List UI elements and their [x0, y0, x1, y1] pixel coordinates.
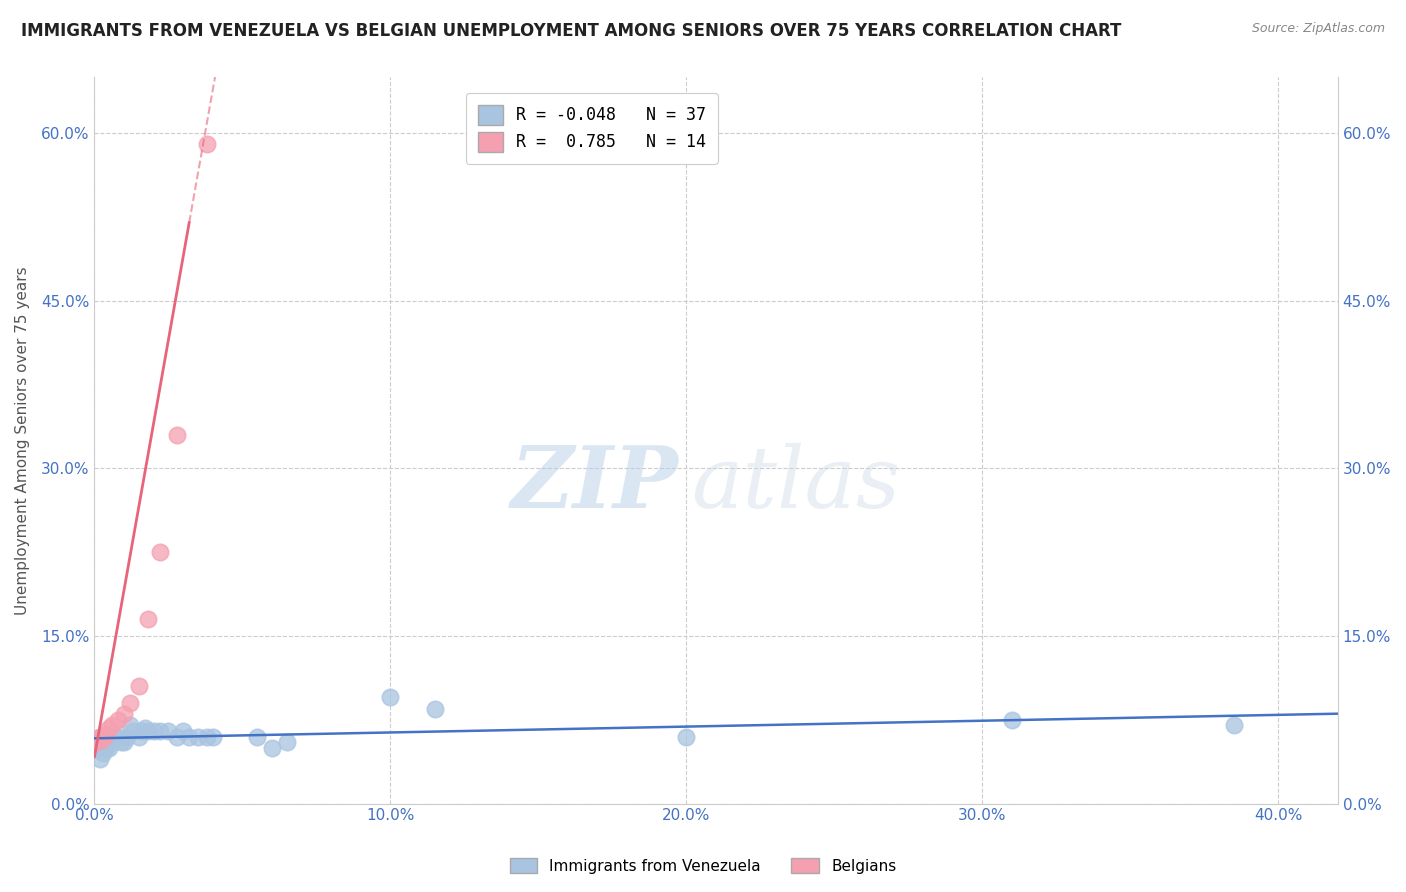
Text: ZIP: ZIP — [510, 442, 679, 526]
Point — [246, 730, 269, 744]
Point — [276, 735, 298, 749]
Point — [423, 701, 446, 715]
Point — [104, 730, 127, 744]
Point — [380, 690, 402, 705]
Point — [675, 730, 697, 744]
Point — [93, 747, 115, 761]
Point — [115, 730, 138, 744]
Point — [93, 735, 115, 749]
Point — [128, 730, 150, 744]
Point — [134, 721, 156, 735]
Point — [96, 740, 118, 755]
Point — [166, 428, 188, 442]
Text: IMMIGRANTS FROM VENEZUELA VS BELGIAN UNEMPLOYMENT AMONG SENIORS OVER 75 YEARS CO: IMMIGRANTS FROM VENEZUELA VS BELGIAN UNE… — [21, 22, 1122, 40]
Point — [195, 137, 218, 152]
Point — [128, 679, 150, 693]
Point — [118, 696, 141, 710]
Legend: Immigrants from Venezuela, Belgians: Immigrants from Venezuela, Belgians — [503, 852, 903, 880]
Point — [98, 735, 121, 749]
Point — [93, 731, 115, 746]
Point — [118, 718, 141, 732]
Point — [195, 730, 218, 744]
Point — [142, 724, 165, 739]
Point — [101, 718, 124, 732]
Y-axis label: Unemployment Among Seniors over 75 years: Unemployment Among Seniors over 75 years — [15, 266, 30, 615]
Point — [1223, 718, 1246, 732]
Text: Source: ZipAtlas.com: Source: ZipAtlas.com — [1251, 22, 1385, 36]
Point — [149, 724, 172, 739]
Point — [201, 730, 224, 744]
Point — [89, 730, 111, 744]
Point — [122, 724, 145, 739]
Point — [101, 735, 124, 749]
Point — [86, 740, 108, 755]
Point — [166, 730, 188, 744]
Text: atlas: atlas — [692, 442, 900, 525]
Point — [172, 724, 194, 739]
Point — [179, 730, 201, 744]
Point — [112, 707, 135, 722]
Point — [107, 713, 129, 727]
Point — [187, 730, 209, 744]
Point — [96, 727, 118, 741]
Point — [136, 612, 159, 626]
Point — [136, 724, 159, 739]
Point — [86, 735, 108, 749]
Point — [262, 740, 284, 755]
Point — [98, 740, 121, 755]
Point — [110, 735, 132, 749]
Point — [98, 721, 121, 735]
Point — [1001, 713, 1024, 727]
Point — [89, 730, 111, 744]
Point — [112, 735, 135, 749]
Point — [131, 724, 153, 739]
Legend: R = -0.048   N = 37, R =  0.785   N = 14: R = -0.048 N = 37, R = 0.785 N = 14 — [465, 93, 717, 164]
Point — [107, 730, 129, 744]
Point — [157, 724, 180, 739]
Point — [89, 752, 111, 766]
Point — [149, 545, 172, 559]
